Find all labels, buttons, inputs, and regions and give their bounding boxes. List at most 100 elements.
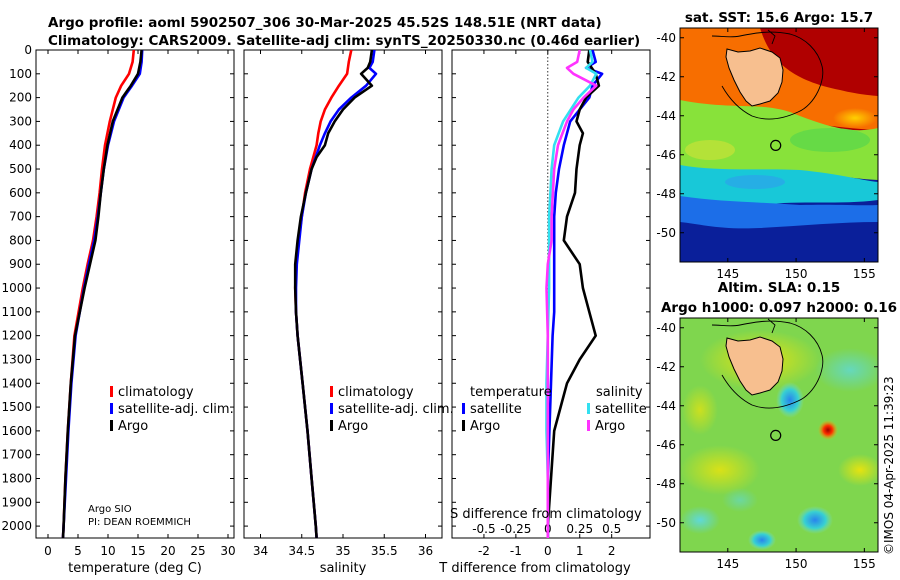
salinity-x-axis: 34 34.5 35 35.5 36 xyxy=(253,50,433,558)
lon-tick-label: 145 xyxy=(716,267,739,281)
x-tick-label: 0 xyxy=(44,544,52,558)
legend-sal-argo-swatch xyxy=(587,420,590,431)
lat-tick-label: -40 xyxy=(656,321,676,335)
temperature-x-axis: 0 5 10 15 20 25 30 xyxy=(44,50,236,558)
salinity-panel: 34 34.5 35 35.5 36 salinity climatology sate… xyxy=(243,49,454,576)
y-tick-label: 1700 xyxy=(1,448,32,462)
legend-sal-argo-label: Argo xyxy=(595,419,625,434)
legend-climatology-swatch xyxy=(110,386,113,397)
legend-argo-label: Argo xyxy=(338,419,368,434)
lat-tick-label: -50 xyxy=(656,226,676,240)
lat-tick-label: -48 xyxy=(656,187,676,201)
legend-satellite-label: satellite-adj. clim. xyxy=(118,402,234,417)
lat-tick-label: -46 xyxy=(656,438,676,452)
y-tick-label: 200 xyxy=(9,91,32,105)
s-tick-label: 0.5 xyxy=(602,522,621,536)
difference-axes-box xyxy=(451,49,651,539)
series-line-argo xyxy=(293,50,374,538)
s-difference-label: S difference from climatology xyxy=(450,507,642,522)
y-tick-label: 1400 xyxy=(1,376,32,390)
lat-tick-label: -48 xyxy=(656,477,676,491)
legend-argo-swatch xyxy=(110,420,113,431)
lon-tick-label: 150 xyxy=(785,557,808,571)
y-tick-label: 1300 xyxy=(1,352,32,366)
sla-map-title-line1: Altim. SLA: 0.15 xyxy=(718,280,840,296)
legend-satellite-swatch xyxy=(330,403,333,414)
legend-climatology-label: climatology xyxy=(338,385,414,400)
y-tick-label: 1900 xyxy=(1,495,32,509)
sst-map-frame xyxy=(679,27,879,263)
difference-x-axis: -2 -1 0 1 2 xyxy=(478,50,616,558)
x-tick-label: 15 xyxy=(130,544,145,558)
lon-tick-label: 155 xyxy=(853,557,876,571)
sla-map: Altim. SLA: 0.15 Argo h1000: 0.097 h2000… xyxy=(656,280,897,571)
y-tick-label: 2000 xyxy=(1,519,32,533)
temperature-x-label: temperature (deg C) xyxy=(68,561,202,576)
argo-float-marker xyxy=(770,429,782,441)
credit-argo-sio: Argo SIO xyxy=(88,504,132,515)
x-tick-label: 36 xyxy=(418,544,433,558)
y-tick-label: 500 xyxy=(9,162,32,176)
temperature-panel: 0100200300400500600700800900100011001200… xyxy=(1,43,235,576)
temperature-legend: climatology satellite-adj. clim. Argo xyxy=(110,385,234,434)
sst-field xyxy=(680,28,878,262)
temperature-lines xyxy=(61,50,144,538)
y-tick-label: 600 xyxy=(9,186,32,200)
imos-timestamp: ©IMOS 04-Apr-2025 11:39:23 xyxy=(882,376,896,555)
legend-satellite-swatch xyxy=(110,403,113,414)
credit-pi-name: PI: DEAN ROEMMICH xyxy=(88,517,191,528)
sla-field xyxy=(680,318,878,552)
x-tick-label: 30 xyxy=(220,544,235,558)
lon-tick-label: 155 xyxy=(853,267,876,281)
legend-sal-satellite-swatch xyxy=(587,403,590,414)
legend-temp-satellite-swatch xyxy=(462,403,465,414)
figure-title-line2: Climatology: CARS2009. Satellite-adj cli… xyxy=(48,33,640,49)
x-tick-label: 1 xyxy=(576,544,584,558)
x-tick-label: 10 xyxy=(100,544,115,558)
s-tick-label: 0.25 xyxy=(566,522,593,536)
x-tick-label: 34.5 xyxy=(288,544,315,558)
sla-map-axes: 145 150 155 -40 -42 -44 -46 -48 -50 xyxy=(656,318,878,571)
difference-legend: temperature satellite Argo salinity sate… xyxy=(462,385,647,434)
x-tick-label: 2 xyxy=(608,544,616,558)
salinity-x-label: salinity xyxy=(320,561,367,576)
lat-tick-label: -42 xyxy=(656,360,676,374)
salinity-axes-box xyxy=(243,49,443,539)
lon-tick-label: 145 xyxy=(716,557,739,571)
lat-tick-label: -42 xyxy=(656,70,676,84)
y-tick-label: 1800 xyxy=(1,471,32,485)
difference-panel: -2 -1 0 1 2 -0.5 -0.25 0 0.25 0.5 S difference f… xyxy=(438,49,651,576)
legend-sal-satellite-label: satellite xyxy=(595,402,647,417)
x-tick-label: 35.5 xyxy=(371,544,398,558)
sst-map-axes: 145 150 155 -40 -42 -44 -46 -48 -50 xyxy=(656,28,878,281)
sla-map-title-line2: Argo h1000: 0.097 h2000: 0.16 xyxy=(661,300,897,316)
temperature-axes-box xyxy=(35,49,235,539)
lat-tick-label: -40 xyxy=(656,31,676,45)
legend-argo-swatch xyxy=(330,420,333,431)
series-line-temperature-satellite xyxy=(546,50,604,538)
depth-axis: 0 100 200 300 400 500 600 700 800 900 1000 1100 1200… xyxy=(1,43,234,533)
salinity-depth-ticks xyxy=(244,49,442,527)
legend-temp-satellite-label: satellite xyxy=(470,402,522,417)
x-tick-label: -2 xyxy=(478,544,490,558)
legend-satellite-label: satellite-adj. clim. xyxy=(338,402,454,417)
y-tick-label: 1200 xyxy=(1,329,32,343)
legend-climatology-label: climatology xyxy=(118,385,194,400)
y-tick-label: 1600 xyxy=(1,424,32,438)
sla-map-frame xyxy=(679,317,879,553)
x-tick-label: 35 xyxy=(335,544,350,558)
series-line-salinity-argo xyxy=(545,50,598,538)
legend-temp-argo-swatch xyxy=(462,420,465,431)
t-difference-x-label: T difference from climatology xyxy=(438,561,631,576)
sst-map: sat. SST: 15.6 Argo: 15.7 145 150 155 -40 -4… xyxy=(656,10,879,281)
x-tick-label: 34 xyxy=(253,544,268,558)
y-tick-label: 900 xyxy=(9,257,32,271)
series-line-argo xyxy=(61,50,143,538)
lat-tick-label: -44 xyxy=(656,109,676,123)
lat-tick-label: -44 xyxy=(656,399,676,413)
legend-temp-argo-label: Argo xyxy=(470,419,500,434)
x-tick-label: 5 xyxy=(74,544,82,558)
salinity-lines xyxy=(293,50,378,538)
s-tick-label: -0.25 xyxy=(500,522,531,536)
